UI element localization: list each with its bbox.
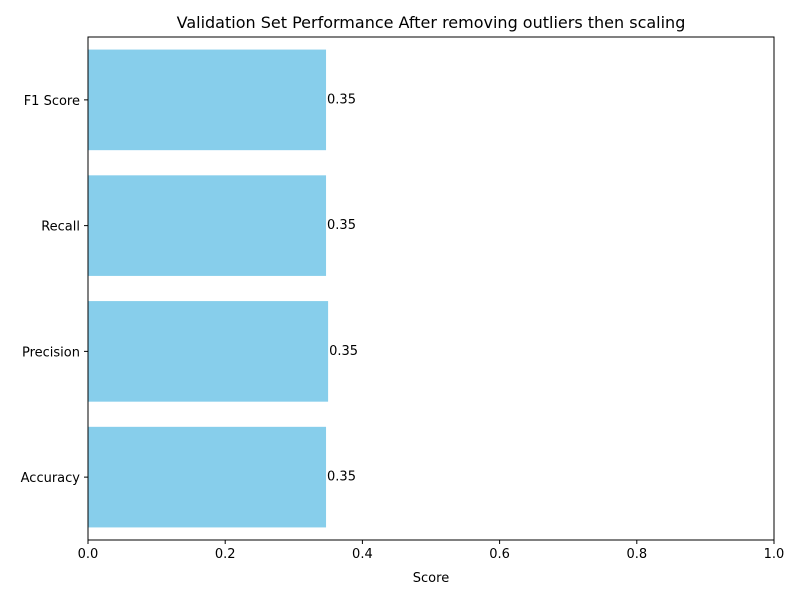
x-tick-label: 0.0 [78, 547, 99, 562]
data-label-accuracy: 0.35 [327, 470, 356, 485]
bar-accuracy [88, 426, 327, 528]
bar-precision [88, 301, 329, 402]
y-tick-label-precision: Precision [22, 345, 80, 360]
data-label-recall: 0.35 [327, 218, 356, 233]
y-tick-label-recall: Recall [41, 220, 80, 235]
x-tick-label: 0.4 [352, 547, 373, 562]
y-tick-label-f1-score: F1 Score [24, 94, 80, 109]
plot-area: 0.35 0.35 0.35 0.35 [88, 49, 358, 528]
x-tick-label: 1.0 [764, 547, 785, 562]
data-label-precision: 0.35 [329, 344, 358, 359]
bar-f1-score [88, 49, 327, 151]
x-axis-label: Score [413, 571, 449, 586]
x-axis: 0.0 0.2 0.4 0.6 0.8 1.0 [78, 540, 785, 562]
x-tick-label: 0.8 [626, 547, 647, 562]
plot-frame [87, 36, 775, 541]
data-label-f1-score: 0.35 [327, 92, 356, 107]
x-tick-label: 0.2 [215, 547, 236, 562]
x-tick-label: 0.6 [489, 547, 510, 562]
y-axis: Accuracy Precision Recall F1 Score [21, 94, 88, 486]
bar-recall [88, 175, 327, 276]
y-tick-label-accuracy: Accuracy [21, 471, 81, 486]
chart-title: Validation Set Performance After removin… [177, 13, 686, 32]
